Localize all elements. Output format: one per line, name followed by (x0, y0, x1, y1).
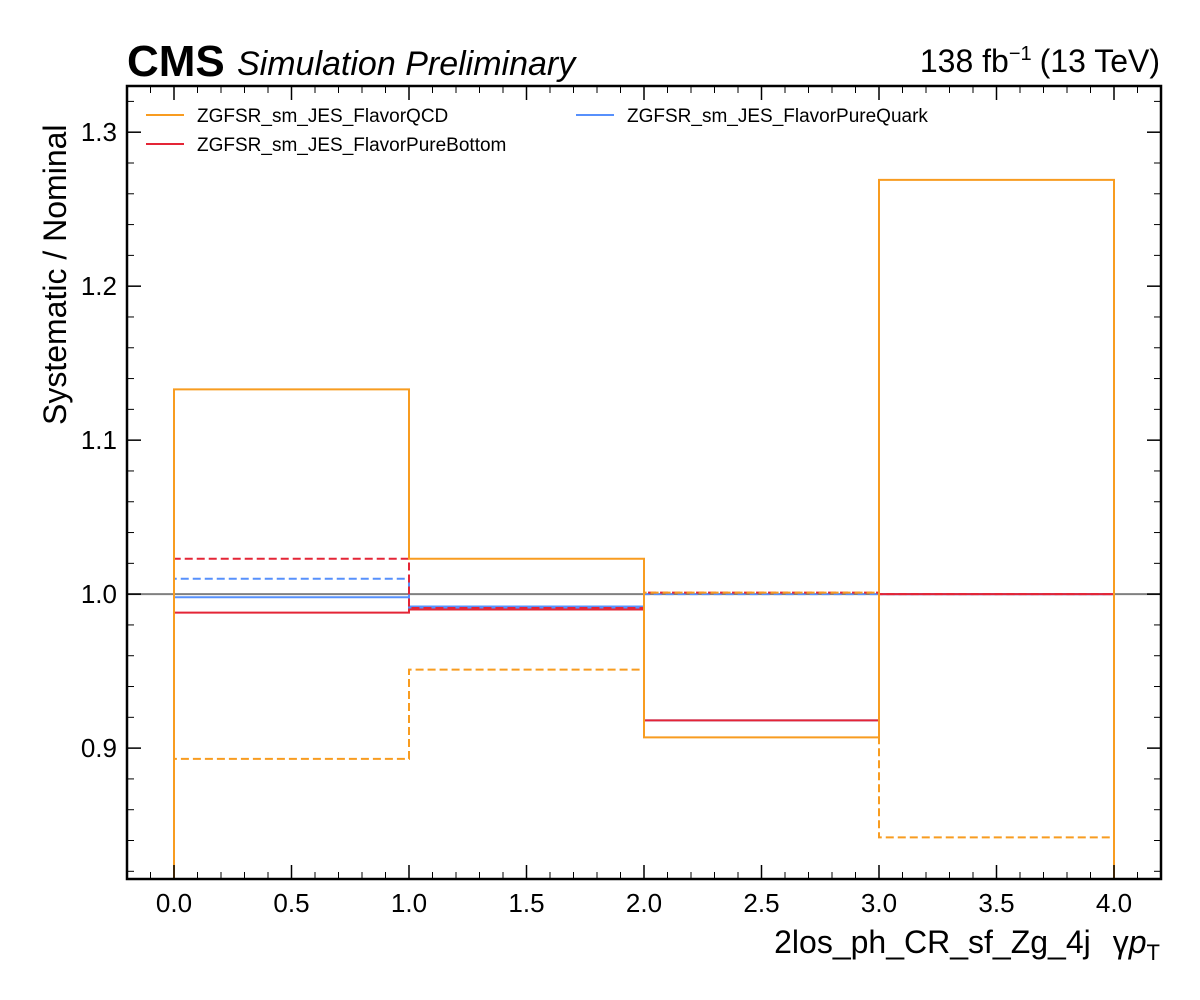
x-tick-label: 1.0 (391, 888, 427, 918)
lumi-value: 138 fb (920, 43, 1009, 79)
y-axis-title: Systematic / Nominal (37, 124, 73, 425)
x-tick-label: 2.0 (626, 888, 662, 918)
y-tick-label: 1.1 (81, 425, 117, 455)
x-tick-label: 4.0 (1096, 888, 1132, 918)
legend-label-flavorpurebottom: ZGFSR_sm_JES_FlavorPureBottom (197, 135, 506, 156)
status-label: Simulation Preliminary (237, 45, 577, 83)
lumi-energy: (13 TeV) (1040, 43, 1160, 79)
y-tick-label: 1.0 (81, 579, 117, 609)
x-tick-label: 3.5 (978, 888, 1014, 918)
y-tick-label: 1.3 (81, 117, 117, 147)
x-tick-label: 1.5 (508, 888, 544, 918)
plot-frame (125, 84, 1163, 881)
lumi-exponent: −1 (1009, 43, 1032, 65)
legend-label-flavorpurequark: ZGFSR_sm_JES_FlavorPureQuark (627, 106, 928, 127)
legend-label-flavorqcd: ZGFSR_sm_JES_FlavorQCD (197, 106, 448, 127)
axis-ticks (127, 86, 1161, 879)
x-tick-label: 0.0 (156, 888, 192, 918)
y-tick-label: 1.2 (81, 271, 117, 301)
cms-label: CMS (127, 37, 225, 86)
lumi-label: 138 fb−1 (13 TeV) (920, 43, 1160, 79)
x-tick-label: 3.0 (861, 888, 897, 918)
legend: ZGFSR_sm_JES_FlavorQCD ZGFSR_sm_JES_Flav… (146, 106, 928, 156)
y-tick-label: 0.9 (81, 733, 117, 763)
x-axis-title-p: p (1128, 924, 1147, 960)
x-axis-title-sub: T (1147, 940, 1160, 965)
tick-labels: 0.0 0.5 1.0 1.5 2.0 2.5 3.0 3.5 4.0 0.9 1.0 1.1 1.2 1… (81, 117, 1132, 918)
series-line-0-up (173, 178, 1115, 879)
x-tick-label: 0.5 (273, 888, 309, 918)
x-axis-title-gamma: γ (1113, 924, 1129, 960)
x-axis-title: 2los_ph_CR_sf_Zg_4j γpT (774, 924, 1160, 965)
x-tick-label: 2.5 (743, 888, 779, 918)
x-axis-title-prefix: 2los_ph_CR_sf_Zg_4j (774, 924, 1091, 960)
